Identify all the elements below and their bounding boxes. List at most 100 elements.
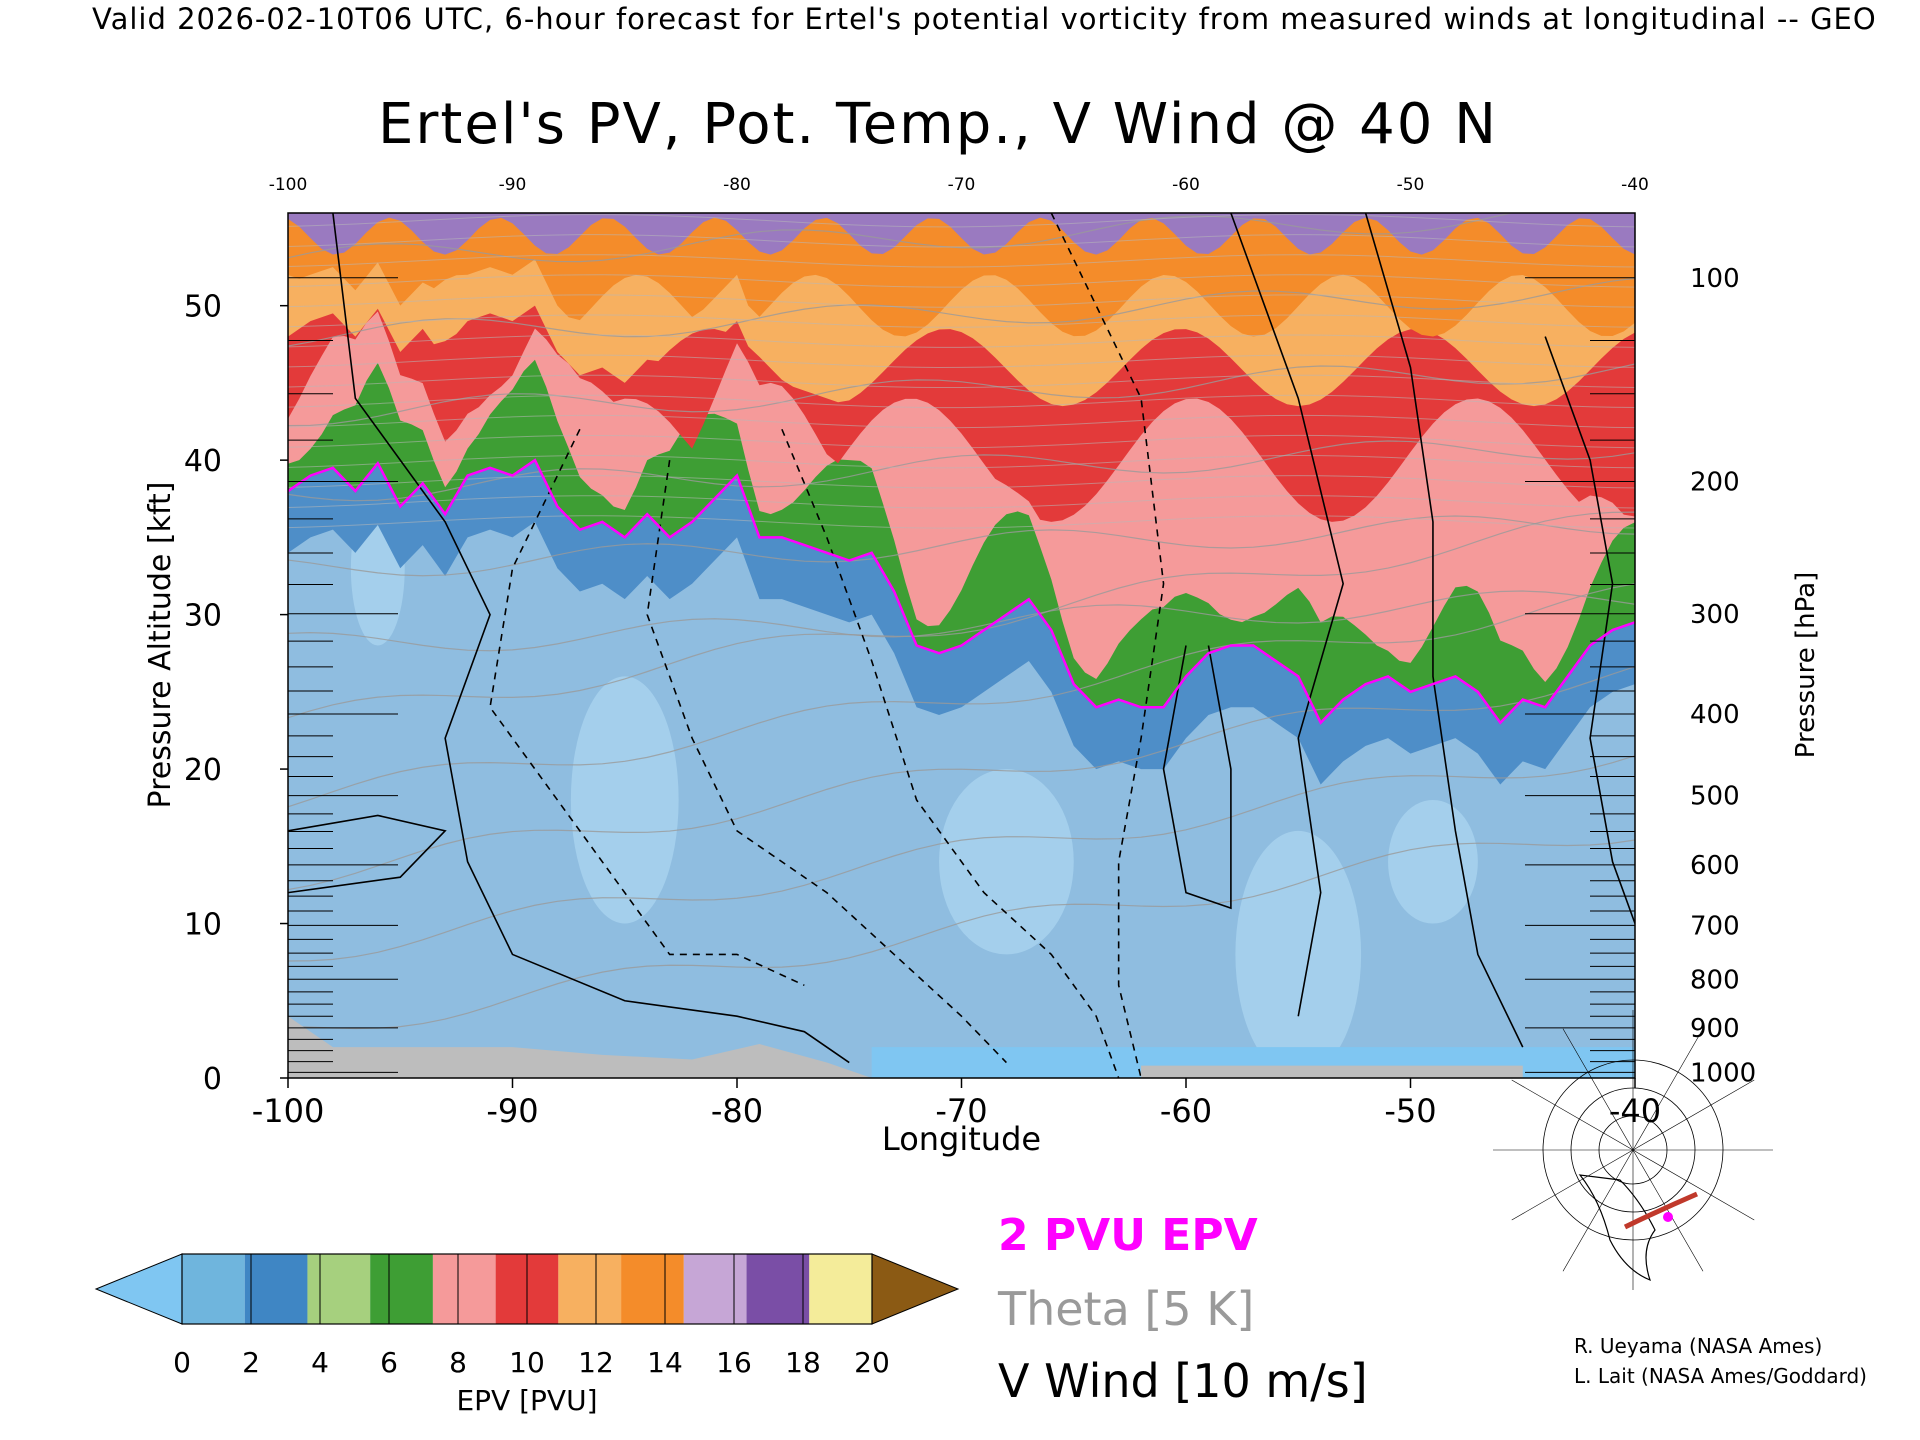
x-top-tick-label: -50 (1397, 175, 1425, 195)
y-tick-label: 10 (184, 908, 222, 943)
theta-line (288, 511, 1635, 719)
colorbar: 0 2 4 6 8 10 12 14 16 18 20 EPV [PVU] (94, 1253, 960, 1417)
theta-line-upper (288, 374, 1635, 389)
legend-pv: 2 PVU EPV (998, 1210, 1258, 1261)
map-meridian (1632, 1149, 1755, 1221)
theta-line-upper (288, 214, 1635, 228)
vwind-contour (646, 460, 1007, 1064)
colorbar-segment (621, 1254, 684, 1324)
x-tick-label: -40 (1609, 1092, 1661, 1130)
theta-line-upper (288, 274, 1635, 288)
colorbar-segment (432, 1254, 496, 1324)
vwind-contour (1544, 336, 1635, 924)
x-tick-label: -100 (252, 1092, 325, 1130)
y-tick-label: 20 (184, 753, 222, 788)
pressure-tick-label: 400 (1690, 700, 1740, 730)
x-axis-label: Longitude (882, 1120, 1041, 1158)
colorbar-segment (558, 1254, 622, 1324)
x-tick-label: -70 (935, 1092, 987, 1130)
tropo-dark-band (288, 460, 1635, 785)
tropo-patch (1388, 799, 1478, 924)
x-top-tick-label: -90 (499, 175, 527, 195)
theta-line-upper (288, 414, 1635, 429)
colorbar-tick-label: 6 (380, 1346, 398, 1379)
x-top-tick-label: -80 (723, 175, 751, 195)
x-top-tick-label: -100 (269, 175, 308, 195)
theta-line (288, 666, 1635, 891)
colorbar-over-arrow (871, 1253, 960, 1325)
axes: -100 -90 -80 -70 -60 -50 -40 -100 -90 -80 -70 -60 -5… (143, 175, 1821, 1158)
y-tick-label: 50 (184, 290, 222, 325)
map-meridian (1632, 1028, 1704, 1151)
vwind-contour (1230, 213, 1344, 1017)
vwind-contour (489, 428, 805, 987)
map-meridian (1632, 1079, 1755, 1151)
map-continent-outline (1578, 1174, 1656, 1282)
theta-line (288, 213, 1515, 263)
pressure-tick-label: 100 (1690, 264, 1740, 294)
map-meridian (1511, 1079, 1634, 1151)
pv-band-purple (288, 213, 1635, 255)
pressure-tick-label: 1000 (1690, 1058, 1756, 1088)
map-meridian (1632, 1149, 1704, 1272)
x-tick-label: -90 (486, 1092, 538, 1130)
colorbar-segment (683, 1254, 747, 1324)
colorbar-tick-label: 12 (578, 1346, 614, 1379)
tropo-patch (570, 676, 679, 924)
pressure-tick-label: 600 (1690, 851, 1740, 881)
map-meridian (1562, 1028, 1634, 1151)
vwind-contour (781, 428, 1120, 1078)
colorbar-tick-label: 16 (716, 1346, 752, 1379)
x-tick-label: -80 (711, 1092, 763, 1130)
colorbar-label: EPV [PVU] (456, 1384, 597, 1417)
y-tick-label: 0 (203, 1062, 222, 1097)
colorbar-segment (746, 1254, 810, 1324)
pressure-tick-label: 500 (1690, 782, 1740, 812)
chart-title: Ertel's PV, Pot. Temp., V Wind @ 40 N (378, 92, 1499, 157)
pressure-tick-label: 700 (1690, 911, 1740, 941)
legend-theta: Theta [5 K] (998, 1282, 1255, 1336)
y-tick-label: 30 (184, 599, 222, 634)
credit-line-2: L. Lait (NASA Ames/Goddard) (1574, 1364, 1867, 1388)
vwind-contour (288, 814, 447, 894)
x-top-tick-label: -60 (1172, 175, 1200, 195)
theta-line-upper (288, 314, 1635, 328)
pressure-tick-label: 800 (1690, 965, 1740, 995)
colorbar-tick-label: 2 (242, 1346, 260, 1379)
y-axis-label-left: Pressure Altitude [kft] (143, 482, 178, 809)
theta-line-upper (288, 515, 1635, 529)
y-axis-label-right: Pressure [hPa] (1791, 572, 1821, 759)
pressure-tick-label: 900 (1690, 1014, 1740, 1044)
colorbar-segment (370, 1254, 433, 1324)
pressure-tick-label: 200 (1690, 468, 1740, 498)
credit-line-1: R. Ueyama (NASA Ames) (1574, 1334, 1823, 1358)
x-tick-label: -50 (1384, 1092, 1436, 1130)
colorbar-tick-label: 18 (785, 1346, 821, 1379)
vwind-contour (1050, 213, 1165, 1078)
locator-map (1493, 1010, 1773, 1298)
header-text: Valid 2026-02-10T06 UTC, 6-hour forecast… (92, 2, 1877, 36)
pressure-tick-label: 300 (1690, 600, 1740, 630)
tropo-patch (939, 769, 1074, 955)
y-tick-label: 40 (184, 444, 222, 479)
colorbar-tick-label: 20 (854, 1346, 890, 1379)
map-cross-section-track (1623, 1191, 1698, 1230)
theta-line (288, 755, 1635, 962)
tropopause-2pvu-line (288, 458, 1635, 725)
theta-line-upper (288, 234, 1635, 248)
vwind-contour (1162, 645, 1232, 910)
theta-line-upper (288, 475, 1635, 489)
tropo-patch (1235, 830, 1362, 1078)
map-marker (1663, 1212, 1673, 1222)
x-top-tick-label: -70 (948, 175, 976, 195)
theta-line (288, 363, 1635, 427)
theta-line-upper (288, 334, 1635, 348)
theta-line-upper (288, 495, 1635, 509)
theta-line (288, 590, 1635, 652)
theta-line-upper (288, 254, 1635, 268)
theta-line (288, 839, 1635, 1030)
vwind-contour (1364, 213, 1524, 1048)
colorbar-segment (809, 1254, 872, 1324)
map-meridian (1511, 1149, 1634, 1221)
